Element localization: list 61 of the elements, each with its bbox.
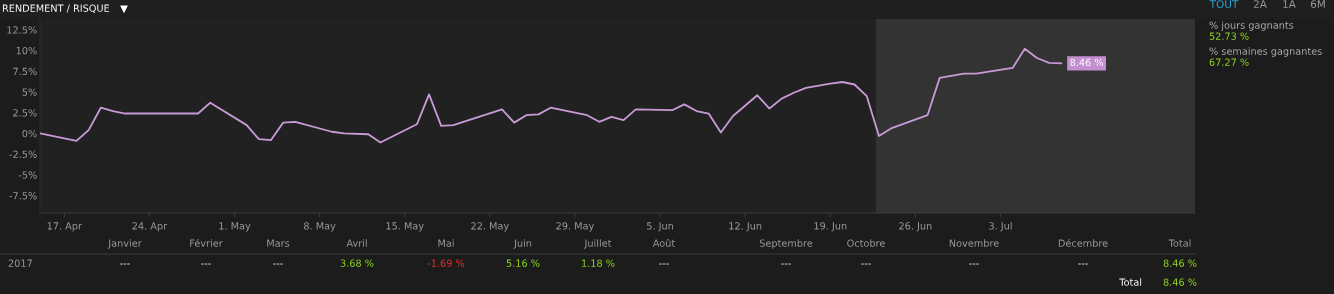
annotation: 8.46 % bbox=[1070, 58, 1104, 67]
x-tick-label: 3. Jul bbox=[989, 222, 1012, 232]
y-tick-label: 7.5% bbox=[13, 67, 37, 76]
text: 2A bbox=[1253, 0, 1267, 8]
x-tick-label: 29. May bbox=[556, 222, 594, 232]
text: --- bbox=[659, 263, 669, 265]
text: --- bbox=[273, 263, 283, 265]
text: Janvier bbox=[107, 239, 142, 249]
text: 52.73 % bbox=[1209, 32, 1249, 40]
x-tick-label: 24. Apr bbox=[132, 222, 168, 232]
text: Août bbox=[652, 238, 675, 247]
text: Juin bbox=[513, 239, 532, 249]
text: --- bbox=[969, 263, 979, 265]
text: -1.69 % bbox=[427, 259, 465, 267]
text: Octobre bbox=[847, 239, 885, 247]
text: 6M bbox=[1310, 0, 1325, 9]
x-tick-label: 1. May bbox=[219, 222, 251, 232]
text: Décembre bbox=[1058, 238, 1108, 247]
y-tick-label: -2.5% bbox=[9, 150, 37, 158]
y-tick-label: -5% bbox=[18, 171, 37, 179]
text: % semaines gagnantes bbox=[1209, 47, 1322, 57]
text: Novembre bbox=[949, 239, 999, 247]
text: --- bbox=[861, 263, 871, 265]
x-tick-label: 26. Jun bbox=[899, 222, 932, 232]
text: 3.68 % bbox=[340, 259, 374, 267]
text: 67.27 % bbox=[1209, 58, 1249, 66]
text: Septembre bbox=[759, 239, 813, 249]
text: 1.18 % bbox=[582, 259, 615, 267]
y-tick-label: 12.5% bbox=[7, 26, 37, 34]
line-series bbox=[40, 47, 1063, 144]
x-tick-label: 5. Jun bbox=[647, 222, 674, 232]
x-tick-label: 12. Jun bbox=[729, 222, 762, 232]
x-tick-label: 17. Apr bbox=[47, 222, 82, 232]
text: --- bbox=[781, 263, 791, 265]
y-tick-label: -7.5% bbox=[9, 192, 37, 200]
text: Total bbox=[1119, 278, 1142, 286]
y-tick-label: 5% bbox=[22, 88, 37, 96]
text: Mars bbox=[267, 239, 290, 247]
y-tick-label: 0% bbox=[22, 129, 37, 138]
text: 8.46 % bbox=[1163, 259, 1197, 267]
text: 1A bbox=[1283, 0, 1296, 8]
text: --- bbox=[120, 263, 130, 265]
chart-title: RENDEMENT / RISQUE bbox=[2, 4, 110, 13]
text: --- bbox=[201, 263, 211, 265]
y-tick-label: 2.5% bbox=[13, 109, 37, 117]
text: TOUT bbox=[1209, 0, 1239, 9]
x-tick-label: 8. May bbox=[304, 222, 336, 232]
text: % jours gagnants bbox=[1209, 21, 1294, 31]
text: Juillet bbox=[584, 239, 612, 249]
x-tick-label: 19. Jun bbox=[814, 222, 847, 232]
text: 8.46 % bbox=[1163, 278, 1197, 286]
x-tick-label: 22. May bbox=[471, 222, 509, 232]
text: --- bbox=[1078, 263, 1088, 265]
y-tick-label: 10% bbox=[16, 46, 37, 55]
text: Février bbox=[190, 238, 223, 247]
text: Avril bbox=[346, 239, 367, 247]
text: Mai bbox=[438, 239, 454, 247]
text: 2017 bbox=[8, 259, 32, 267]
text: 5.16 % bbox=[506, 259, 540, 267]
x-tick-label: 15. May bbox=[386, 222, 424, 232]
text: Total bbox=[1168, 239, 1191, 247]
